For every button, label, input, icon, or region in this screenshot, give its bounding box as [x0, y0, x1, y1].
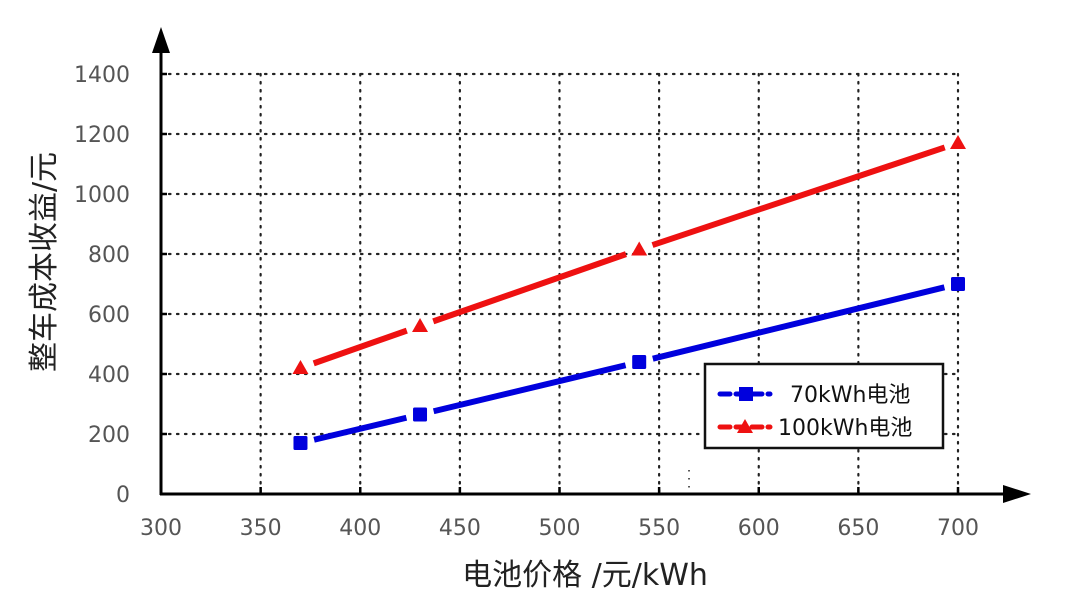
square-marker-icon: [739, 387, 753, 401]
x-tick-label: 450: [439, 516, 481, 541]
series-line-segment: [651, 144, 946, 248]
x-tick-label: 600: [738, 516, 780, 541]
series-line-segment: [312, 327, 408, 367]
series-100kwh: [292, 135, 966, 374]
x-tick-label: 350: [240, 516, 282, 541]
series-70kwh: [293, 277, 965, 450]
triangle-marker-icon: [737, 419, 753, 433]
square-marker-icon: [413, 407, 428, 422]
legend-label: 100kWh电池: [778, 416, 912, 441]
x-axis-title: 电池价格 /元/kWh: [462, 558, 708, 593]
x-tick-label: 500: [539, 516, 581, 541]
y-tick-label: 600: [88, 303, 130, 328]
x-tick-label: 300: [140, 516, 182, 541]
y-tick-label: 1200: [74, 123, 130, 148]
y-tick-label: 1000: [74, 183, 130, 208]
legend-label: 70kWh电池: [790, 383, 910, 408]
x-axis-arrow-icon: [1003, 485, 1031, 503]
y-axis-arrow-icon: [152, 27, 170, 53]
legend-box: [703, 362, 945, 450]
triangle-marker-icon: [631, 241, 648, 256]
x-tick-label: 550: [638, 516, 680, 541]
legend-item-100kwh: 100kWh电池: [717, 416, 912, 441]
x-axis-ticks: 300 350 400 450 500 550 600 650 700: [140, 487, 979, 541]
x-tick-label: 700: [937, 516, 979, 541]
legend-item-70kwh: 70kWh电池: [717, 383, 910, 408]
series-line-segment: [432, 362, 627, 415]
x-tick-label: 400: [339, 516, 381, 541]
y-axis-title: 整车成本收益/元: [27, 152, 62, 372]
y-tick-label: 800: [88, 243, 130, 268]
series-line-segment: [313, 414, 408, 443]
square-marker-icon: [632, 355, 647, 369]
y-axis-ticks: 0 200 400 600 800 1000 1200 1400: [74, 63, 167, 508]
y-tick-label: 1400: [74, 63, 130, 88]
x-tick-label: 650: [837, 516, 879, 541]
y-tick-label: 0: [116, 483, 130, 508]
series-line-segment: [432, 251, 627, 325]
y-tick-label: 200: [88, 423, 130, 448]
square-marker-icon: [951, 277, 965, 291]
triangle-marker-icon: [292, 360, 309, 374]
axes: [152, 27, 1031, 503]
square-marker-icon: [293, 436, 308, 450]
legend: 70kWh电池 100kWh电池: [703, 362, 945, 450]
triangle-marker-icon: [412, 318, 429, 332]
triangle-marker-icon: [950, 135, 966, 149]
y-tick-label: 400: [88, 363, 130, 388]
series-line-segment: [652, 284, 946, 362]
data-series: [292, 135, 966, 450]
